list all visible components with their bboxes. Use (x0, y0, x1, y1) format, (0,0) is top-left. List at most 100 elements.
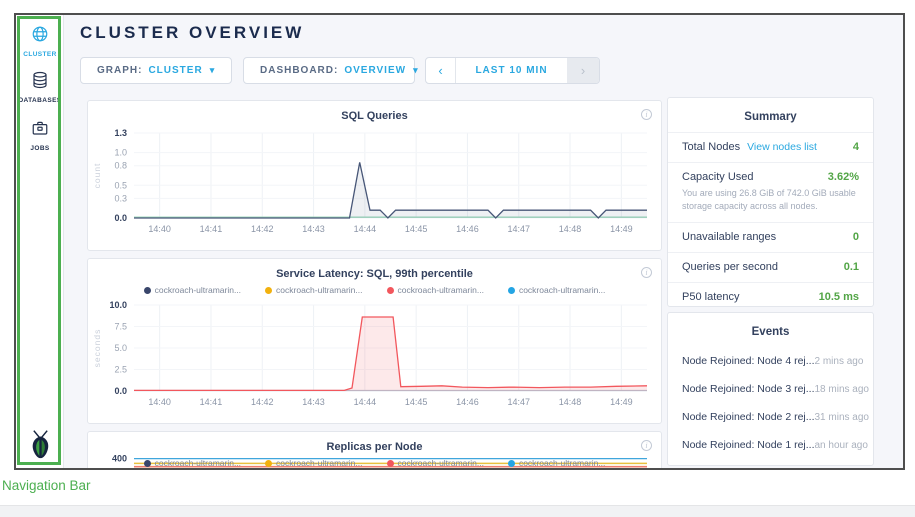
svg-text:14:49: 14:49 (610, 224, 633, 234)
graph-dropdown-value: CLUSTER (148, 65, 203, 76)
chart-title: Replicas per Node (326, 441, 423, 453)
briefcase-icon (32, 121, 48, 135)
summary-row-value: 10.5 ms (818, 291, 859, 304)
cockroachdb-logo[interactable] (16, 429, 64, 464)
graph-dropdown-label: GRAPH: (97, 65, 143, 76)
legend-item: cockroach-ultramarin... (265, 458, 363, 468)
service-latency-chart: 14:40 14:41 14:42 14:43 14:44 14:45 14:46 14:47… (92, 300, 648, 407)
event-message: Node Rejoined: Node 2 rej... (682, 411, 815, 423)
summary-row: Queries per second 0.1 (668, 252, 873, 282)
graph-dropdown[interactable]: GRAPH: CLUSTER ▾ (80, 57, 232, 84)
svg-text:14:40: 14:40 (148, 224, 171, 234)
time-range-next-button[interactable]: › (567, 58, 599, 83)
svg-text:14:40: 14:40 (148, 397, 171, 407)
bottom-strip (0, 505, 915, 517)
legend-dot-icon (265, 459, 273, 467)
summary-row-label: Capacity Used (682, 171, 754, 183)
legend-item: cockroach-ultramarin... (386, 458, 484, 468)
legend-dot-icon (143, 286, 151, 294)
svg-text:14:41: 14:41 (200, 224, 223, 234)
sidebar-item-databases[interactable]: DATABASES (16, 71, 64, 104)
legend-item: cockroach-ultramarin... (265, 285, 363, 295)
legend-dot-icon (265, 286, 273, 294)
legend-label: cockroach-ultramarin... (397, 285, 484, 295)
time-range-prev-button[interactable]: ‹ (426, 58, 456, 83)
sidebar-item-cluster[interactable]: CLUSTER (16, 25, 64, 58)
database-icon (33, 71, 47, 89)
event-time: an hour ago (814, 440, 868, 451)
time-range-label[interactable]: LAST 10 MIN (475, 65, 548, 76)
chevron-down-icon: ▾ (413, 65, 419, 75)
summary-row-label: Total Nodes (682, 141, 741, 153)
event-time: 31 mins ago (814, 412, 869, 423)
svg-text:14:47: 14:47 (507, 224, 530, 234)
svg-text:14:48: 14:48 (559, 224, 582, 234)
chart-legend: cockroach-ultramarin... cockroach-ultrama… (88, 458, 661, 468)
dashboard-dropdown-value: OVERVIEW (344, 65, 407, 76)
events-title: Events (751, 326, 790, 338)
event-message: Node Rejoined: Node 1 rej... (682, 439, 815, 451)
view-nodes-list-link[interactable]: View nodes list (747, 141, 817, 153)
chevron-down-icon: ▾ (209, 65, 216, 75)
summary-title: Summary (744, 111, 797, 123)
legend-item: cockroach-ultramarin... (507, 285, 606, 295)
chart-panel-replicas-per-node: 400 Replicas per Node cockroach-ultramar… (87, 431, 662, 468)
svg-text:14:41: 14:41 (200, 397, 223, 407)
summary-row-label: Unavailable ranges (682, 231, 777, 244)
legend-item: cockroach-ultramarin... (143, 458, 242, 468)
legend-item: cockroach-ultramarin... (386, 285, 484, 295)
svg-text:14:43: 14:43 (302, 397, 325, 407)
legend-label: cockroach-ultramarin... (154, 285, 242, 295)
legend-label: cockroach-ultramarin... (276, 458, 363, 468)
summary-row-value: 0.1 (843, 261, 859, 274)
info-icon[interactable]: i (641, 109, 652, 120)
sidebar-item-label: CLUSTER (23, 51, 57, 58)
sidebar-item-label: JOBS (30, 145, 50, 152)
svg-text:count: count (92, 163, 102, 189)
legend-dot-icon (143, 459, 151, 467)
legend-label: cockroach-ultramarin... (518, 458, 606, 468)
svg-text:0.0: 0.0 (114, 386, 127, 396)
info-icon[interactable]: i (641, 440, 652, 451)
svg-text:0.8: 0.8 (114, 161, 127, 171)
svg-text:14:44: 14:44 (354, 224, 377, 234)
svg-text:14:42: 14:42 (251, 224, 274, 234)
summary-row-description: You are using 26.8 GiB of 742.0 GiB usab… (682, 188, 856, 212)
info-icon[interactable]: i (641, 267, 652, 278)
legend-dot-icon (507, 286, 515, 294)
svg-text:14:46: 14:46 (456, 224, 479, 234)
time-range-selector: ‹ LAST 10 MIN › (425, 57, 600, 84)
legend-dot-icon (386, 286, 394, 294)
svg-text:14:48: 14:48 (559, 397, 582, 407)
event-row: Node Rejoined: Node 3 rej... 18 mins ago (668, 375, 873, 403)
event-row: Node Rejoined: Node 2 rej... 31 mins ago (668, 403, 873, 431)
svg-text:14:49: 14:49 (610, 397, 633, 407)
sidebar-item-jobs[interactable]: JOBS (16, 119, 64, 152)
svg-text:14:43: 14:43 (302, 224, 325, 234)
legend-dot-icon (507, 459, 515, 467)
event-message: Node Rejoined: Node 3 rej... (682, 383, 815, 395)
chart-title: Service Latency: SQL, 99th percentile (276, 268, 473, 280)
event-row: Node Rejoined: Node 4 rej... 2 mins ago (668, 347, 873, 375)
sidebar-item-label: DATABASES (18, 97, 62, 104)
legend-label: cockroach-ultramarin... (154, 458, 242, 468)
svg-text:14:44: 14:44 (354, 397, 377, 407)
event-row: Node Rejoined: Node 1 rej... an hour ago (668, 431, 873, 459)
legend-label: cockroach-ultramarin... (518, 285, 606, 295)
svg-text:5.0: 5.0 (114, 343, 127, 353)
page-title: CLUSTER OVERVIEW (80, 23, 305, 42)
svg-text:1.0: 1.0 (114, 148, 127, 158)
event-time: an hour ago (815, 468, 868, 470)
svg-text:14:45: 14:45 (405, 224, 428, 234)
sql-queries-chart: 14:40 14:41 14:42 14:43 14:44 14:45 14:46 14:47… (92, 128, 647, 234)
summary-row: Total Nodes View nodes list 4 (668, 132, 873, 162)
chart-legend: cockroach-ultramarin... cockroach-ultrama… (88, 285, 661, 295)
svg-text:2.5: 2.5 (114, 365, 127, 375)
dashboard-dropdown-label: DASHBOARD: (260, 65, 339, 76)
event-message: Node Rejoined: Node 4 rej... (682, 467, 815, 468)
svg-text:0.0: 0.0 (114, 213, 127, 223)
event-time: 2 mins ago (814, 356, 864, 367)
svg-text:7.5: 7.5 (114, 322, 127, 332)
dashboard-dropdown[interactable]: DASHBOARD: OVERVIEW ▾ (243, 57, 418, 84)
